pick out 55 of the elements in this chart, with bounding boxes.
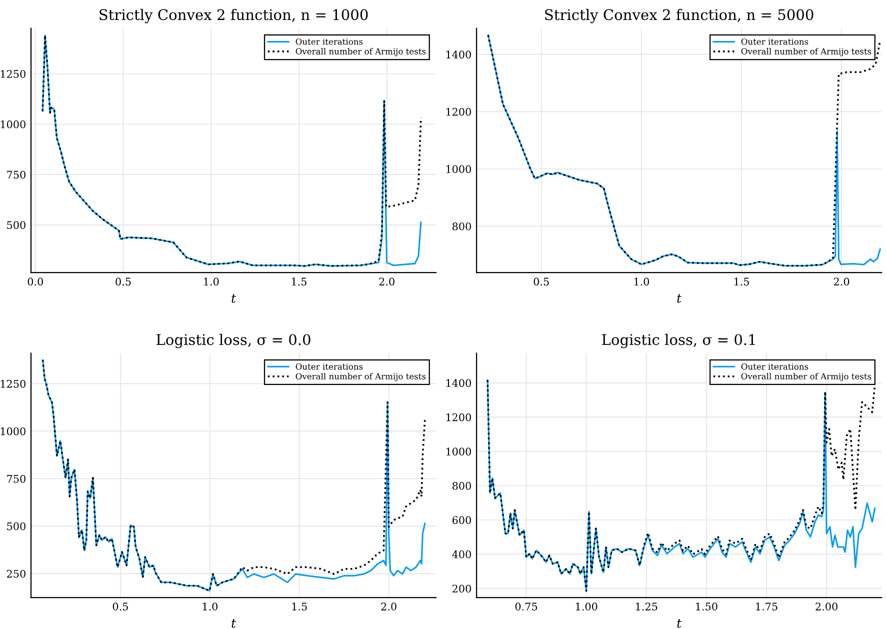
legend-label: Outer iterations (296, 363, 363, 370)
x-axis-title: t (232, 294, 236, 303)
x-axis-title: t (232, 619, 236, 628)
x-axis-title: t (677, 619, 682, 628)
y-tick-label: 750 (7, 474, 26, 483)
y-tick-label: 600 (452, 516, 471, 524)
y-tick-label: 1000 (446, 165, 471, 174)
y-tick-label: 1200 (446, 413, 471, 422)
legend-label: Overall number of Armijo tests (741, 48, 872, 56)
x-tick-label: 1.0 (202, 602, 218, 610)
chart-title: Logistic loss, σ = 0.0 (156, 334, 310, 348)
chart-title: Strictly Convex 2 function, n = 1000 (100, 8, 368, 24)
y-tick-label: 750 (7, 170, 26, 179)
y-tick-label: 1000 (0, 427, 26, 436)
x-tick-label: 1.0 (204, 278, 219, 286)
x-tick-label: 0.75 (515, 602, 538, 610)
y-tick-label: 1400 (446, 379, 471, 387)
x-axis-title: t (677, 294, 682, 303)
x-tick-label: 2.0 (381, 602, 396, 610)
legend-label: Outer iterations (741, 363, 808, 370)
x-tick-label: 1.0 (634, 278, 650, 286)
x-tick-label: 2.00 (816, 602, 838, 610)
x-tick-label: 1.5 (734, 278, 749, 286)
y-tick-label: 1000 (0, 120, 26, 128)
legend-label: Overall number of Armijo tests (296, 372, 426, 382)
legend-label: Outer iterations (296, 38, 363, 45)
x-tick-label: 0.5 (534, 278, 549, 286)
y-tick-label: 500 (7, 221, 26, 229)
y-tick-label: 1250 (0, 380, 26, 388)
x-tick-label: 1.50 (696, 602, 718, 610)
y-tick-label: 400 (452, 550, 471, 558)
y-tick-label: 200 (452, 584, 471, 593)
x-tick-label: 0.5 (116, 278, 131, 286)
x-tick-label: 2.0 (834, 278, 850, 286)
x-tick-label: 1.5 (292, 602, 307, 610)
x-tick-label: 1.25 (636, 602, 658, 610)
legend-label: Overall number of Armijo tests (296, 48, 426, 56)
y-tick-label: 250 (6, 570, 26, 578)
x-tick-label: 1.75 (756, 602, 778, 610)
chart-title: Strictly Convex 2 function, n = 5000 (545, 8, 814, 24)
y-tick-label: 1200 (446, 108, 471, 116)
x-tick-label: 1.5 (292, 278, 306, 286)
y-tick-label: 800 (452, 222, 471, 230)
legend-label: Overall number of Armijo tests (741, 372, 872, 382)
x-tick-label: 0.0 (28, 278, 43, 286)
y-tick-label: 1250 (0, 70, 26, 78)
y-tick-label: 1400 (446, 50, 471, 58)
chart-title: Logistic loss, σ = 0.1 (602, 334, 755, 348)
x-tick-label: 2.0 (379, 278, 394, 286)
y-tick-label: 1000 (446, 448, 471, 456)
x-tick-label: 0.5 (112, 602, 128, 610)
x-tick-label: 1.00 (576, 602, 598, 610)
y-tick-label: 800 (452, 482, 471, 490)
legend-label: Outer iterations (741, 38, 808, 45)
y-tick-label: 500 (7, 522, 26, 530)
